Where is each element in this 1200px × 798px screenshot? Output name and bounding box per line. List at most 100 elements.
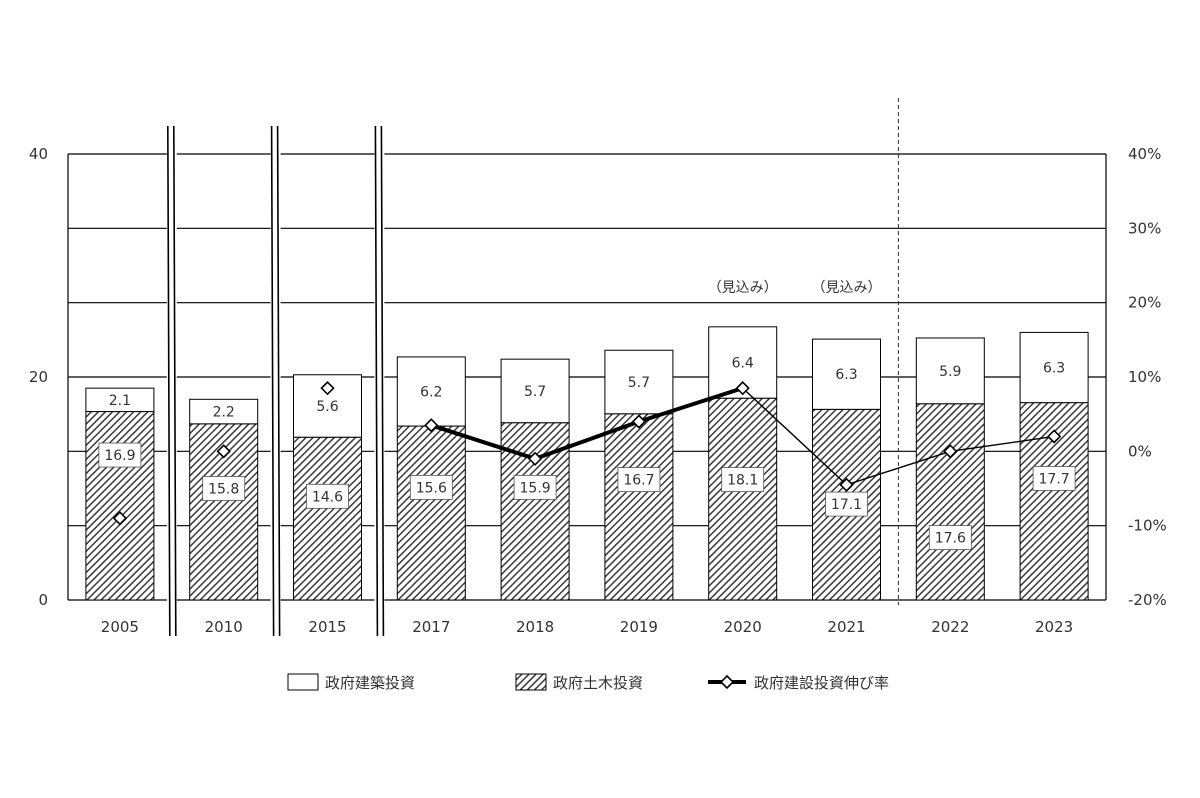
x-tick-label: 2015	[308, 618, 346, 636]
bar-civil	[708, 397, 778, 601]
building-value-label: 6.3	[835, 367, 857, 383]
bar-building	[915, 337, 985, 405]
x-tick-label: 2023	[1035, 618, 1073, 636]
axis-break-line	[173, 125, 177, 637]
legend-label-building: 政府建築投資	[325, 674, 415, 692]
growth-rate-segment	[950, 435, 1055, 453]
right-tick-label: -10%	[1128, 517, 1167, 535]
right-tick-label: 10%	[1128, 368, 1161, 386]
civil-value-label: 15.6	[416, 480, 447, 496]
building-value-label: 5.7	[628, 375, 650, 391]
building-value-label: 6.2	[420, 384, 442, 400]
civil-value-label: 15.8	[208, 482, 239, 498]
x-tick-label: 2022	[931, 618, 969, 636]
bar-building	[85, 387, 155, 413]
legend: 政府建築投資 政府土木投資 政府建設投資伸び率	[287, 673, 889, 692]
civil-value-label-box	[306, 483, 349, 509]
civil-value-label-box	[825, 491, 868, 517]
civil-value-label: 16.9	[104, 448, 135, 464]
data-labels: 16.9 15.8 14.6 15.6 15.9 16.7 18.1 17.1 17.6 17.7…	[98, 280, 1076, 550]
civil-value-label: 15.9	[520, 480, 551, 496]
civil-value-label-box	[928, 525, 972, 550]
axis-break-gap	[374, 126, 385, 636]
building-value-label: 5.9	[939, 364, 961, 380]
bar-building	[1019, 331, 1089, 404]
civil-value-label: 14.6	[312, 489, 343, 505]
axis-break-line	[380, 125, 385, 637]
growth-rate-point	[735, 381, 750, 396]
growth-rate-point	[320, 381, 335, 396]
building-value-label: 6.3	[1043, 361, 1065, 377]
building-value-label: 2.2	[213, 405, 235, 421]
legend-swatch-building	[287, 673, 319, 691]
growth-rate-point	[527, 451, 543, 466]
growth-rate-line	[112, 381, 1062, 526]
growth-rate-point	[216, 444, 231, 459]
bar-civil	[604, 413, 674, 601]
civil-value-label: 17.1	[831, 497, 862, 513]
x-tick-label: 2018	[516, 618, 554, 636]
axis-break-gap	[166, 126, 177, 636]
civil-value-label: 16.7	[623, 473, 654, 489]
bar-civil	[85, 411, 155, 601]
growth-rate-segment	[534, 419, 640, 461]
bar-building	[189, 398, 259, 425]
axis-break-line	[167, 125, 171, 637]
bar-building	[293, 374, 362, 438]
growth-rate-point	[631, 414, 647, 429]
building-value-label: 6.4	[732, 356, 754, 372]
right-tick-label: -20%	[1128, 591, 1167, 609]
forecast-note: （見込み）	[708, 280, 778, 296]
building-value-label: 5.7	[524, 384, 546, 400]
growth-rate-segment	[742, 387, 847, 486]
legend-label-rate: 政府建設投資伸び率	[754, 674, 889, 692]
legend-swatch-civil	[515, 673, 547, 691]
forecast-note: （見込み）	[812, 280, 882, 296]
axes: -20% -10% 0% 10% 20% 30% 40% 0 20 40 2005 2010 2015 2…	[29, 145, 1167, 636]
civil-value-label-box	[1032, 466, 1076, 491]
x-tick-label: 2010	[205, 618, 243, 636]
x-tick-label: 2005	[101, 618, 139, 636]
left-tick-label: 20	[29, 368, 48, 386]
axis-break-line	[374, 125, 379, 637]
right-tick-label: 20%	[1128, 294, 1161, 312]
x-tick-label: 2020	[724, 618, 762, 636]
growth-rate-segment	[430, 423, 536, 461]
legend-swatch-rate-marker	[719, 674, 735, 690]
civil-value-label-box	[202, 476, 246, 501]
civil-value-label-box	[513, 474, 557, 500]
growth-rate-point	[839, 477, 854, 492]
right-tick-label: 30%	[1128, 219, 1161, 237]
bar-civil	[293, 436, 362, 601]
x-tick-label: 2021	[827, 618, 865, 636]
growth-rate-segment	[846, 450, 951, 486]
growth-rate-point	[424, 418, 439, 433]
civil-value-label-box	[617, 467, 661, 492]
bar-building	[604, 349, 674, 415]
bars	[85, 326, 1089, 601]
civil-value-label: 17.6	[935, 531, 966, 547]
axis-break-line	[276, 125, 281, 637]
growth-rate-segment	[638, 386, 744, 424]
bar-civil	[915, 403, 985, 601]
axis-break-gap	[270, 126, 281, 636]
civil-value-label-box	[98, 442, 142, 468]
civil-value-label: 17.7	[1039, 471, 1070, 487]
bar-civil	[396, 425, 466, 601]
civil-value-label-box	[409, 474, 453, 500]
x-tick-label: 2017	[412, 618, 450, 636]
growth-rate-point	[1046, 429, 1062, 444]
left-tick-label: 40	[29, 145, 48, 163]
growth-rate-point	[112, 511, 128, 526]
civil-value-label: 18.1	[727, 473, 758, 489]
bar-building	[500, 358, 570, 424]
axis-break-line	[270, 125, 275, 637]
left-tick-label: 0	[38, 591, 48, 609]
building-value-label: 2.1	[109, 393, 131, 409]
axis-breaks	[166, 98, 899, 637]
civil-value-label-box	[721, 467, 765, 492]
x-tick-label: 2019	[620, 618, 658, 636]
bar-building	[812, 338, 881, 410]
right-tick-label: 40%	[1128, 145, 1161, 163]
